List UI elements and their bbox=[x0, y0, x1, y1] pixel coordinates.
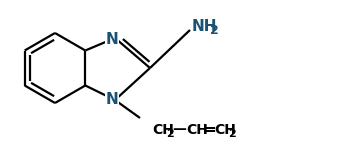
Text: 2: 2 bbox=[210, 24, 219, 36]
Text: CH: CH bbox=[152, 123, 174, 137]
Text: CH: CH bbox=[186, 123, 208, 137]
Text: 2: 2 bbox=[228, 129, 236, 139]
Text: N: N bbox=[106, 31, 118, 46]
Text: —: — bbox=[172, 122, 186, 136]
Text: N: N bbox=[106, 91, 118, 106]
Text: 2: 2 bbox=[166, 129, 174, 139]
Text: CH: CH bbox=[214, 123, 236, 137]
Text: NH: NH bbox=[192, 19, 218, 34]
Text: =: = bbox=[203, 122, 216, 137]
